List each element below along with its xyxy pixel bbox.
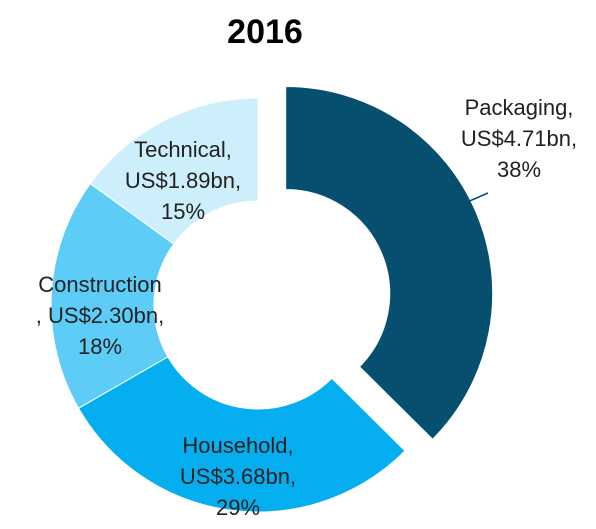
slice-label: Construction (38, 272, 162, 297)
donut-slice (50, 182, 175, 409)
slice-label: 29% (216, 495, 260, 520)
donut-slice (285, 85, 494, 440)
slice-label: US$4.71bn, (461, 126, 577, 151)
slice-label: US$3.68bn, (180, 464, 296, 489)
slice-label: Packaging, (465, 95, 574, 120)
donut-slice (77, 356, 406, 513)
slice-label: 18% (78, 334, 122, 359)
slice-label: Household, (182, 433, 293, 458)
slice-label: 38% (497, 157, 541, 182)
chart-title: 2016 (227, 13, 303, 51)
leader-line (457, 192, 489, 207)
donut-slice (89, 97, 259, 245)
slice-label: 15% (161, 199, 205, 224)
slice-label: Technical, (134, 137, 232, 162)
slice-label: , US$2.30bn, (36, 303, 164, 328)
slice-label: US$1.89bn, (125, 168, 241, 193)
